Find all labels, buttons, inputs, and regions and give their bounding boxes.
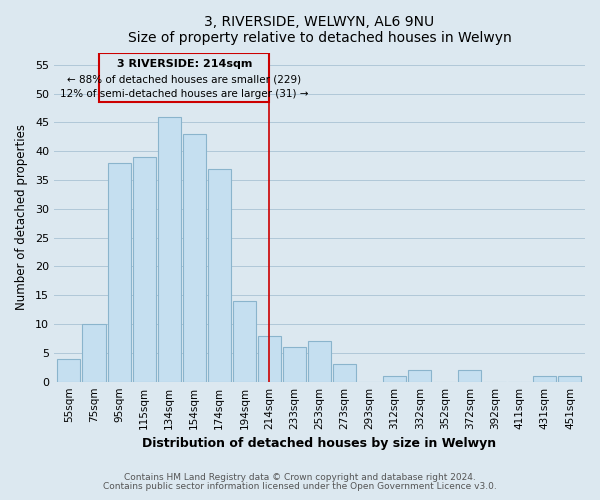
Text: ← 88% of detached houses are smaller (229): ← 88% of detached houses are smaller (22… (67, 74, 301, 84)
Bar (258, 336, 281, 382)
Text: Contains HM Land Registry data © Crown copyright and database right 2024.: Contains HM Land Registry data © Crown c… (124, 474, 476, 482)
Bar (283, 347, 306, 382)
Text: Contains public sector information licensed under the Open Government Licence v3: Contains public sector information licen… (103, 482, 497, 491)
Text: 12% of semi-detached houses are larger (31) →: 12% of semi-detached houses are larger (… (60, 88, 308, 99)
Bar (383, 376, 406, 382)
Bar (158, 116, 181, 382)
X-axis label: Distribution of detached houses by size in Welwyn: Distribution of detached houses by size … (142, 437, 497, 450)
Bar (533, 376, 556, 382)
Title: 3, RIVERSIDE, WELWYN, AL6 9NU
Size of property relative to detached houses in We: 3, RIVERSIDE, WELWYN, AL6 9NU Size of pr… (128, 15, 511, 45)
Bar (208, 168, 231, 382)
Bar (82, 324, 106, 382)
Y-axis label: Number of detached properties: Number of detached properties (15, 124, 28, 310)
Bar (182, 134, 206, 382)
Bar (308, 342, 331, 382)
FancyBboxPatch shape (99, 54, 269, 102)
Bar (408, 370, 431, 382)
Bar (58, 358, 80, 382)
Text: 3 RIVERSIDE: 214sqm: 3 RIVERSIDE: 214sqm (116, 58, 252, 68)
Bar (333, 364, 356, 382)
Bar (233, 301, 256, 382)
Bar (559, 376, 581, 382)
Bar (107, 163, 131, 382)
Bar (133, 157, 155, 382)
Bar (458, 370, 481, 382)
